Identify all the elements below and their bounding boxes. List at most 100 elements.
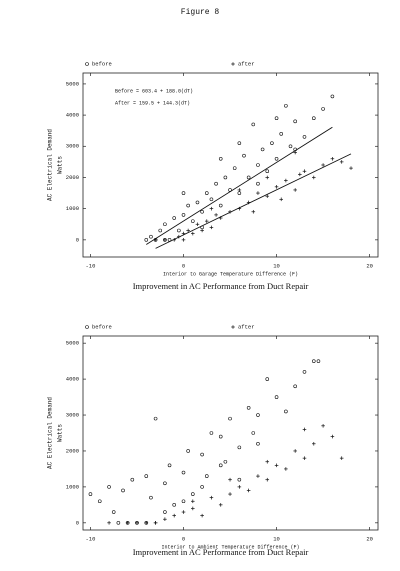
- point-after: [256, 474, 260, 478]
- point-after: [330, 434, 335, 439]
- point-after: [311, 441, 316, 446]
- point-before: [200, 209, 204, 214]
- point-before: [186, 203, 190, 208]
- point-before: [293, 119, 297, 124]
- x-tick-label: 0: [182, 535, 185, 542]
- point-before: [321, 107, 325, 111]
- point-after: [200, 228, 204, 233]
- point-before: [223, 175, 228, 180]
- point-before: [191, 219, 195, 223]
- point-after: [181, 238, 186, 242]
- x-tick-label: -10: [85, 262, 95, 269]
- y-tick-label: 4000: [66, 112, 79, 119]
- y-tick-label: 3000: [66, 143, 79, 150]
- point-after: [195, 222, 200, 227]
- point-after: [237, 188, 242, 192]
- point-after: [163, 517, 167, 522]
- point-before: [256, 413, 260, 417]
- point-before: [209, 197, 214, 202]
- y-tick-label: 2000: [66, 174, 79, 181]
- point-after: [191, 506, 195, 511]
- point-before: [274, 395, 279, 399]
- y-tick-label: 1000: [66, 483, 79, 490]
- point-before: [270, 141, 274, 145]
- point-after: [237, 485, 242, 489]
- point-after: [204, 219, 209, 223]
- legend-marker: [85, 325, 89, 329]
- point-after: [172, 513, 176, 518]
- y-tick-label: 3000: [66, 411, 79, 418]
- legend-label: after: [238, 323, 255, 330]
- point-before: [279, 132, 284, 136]
- y-axis-label: Watts: [57, 424, 64, 442]
- legend-marker: [85, 62, 89, 66]
- point-before: [149, 234, 153, 239]
- point-after: [265, 194, 270, 198]
- point-before: [172, 216, 176, 220]
- x-axis-label: Interior to Garage Temperature Differenc…: [163, 271, 298, 277]
- point-after: [284, 178, 288, 183]
- point-before: [293, 384, 297, 389]
- x-tick-label: 10: [273, 535, 280, 542]
- y-axis-label: Watts: [57, 156, 64, 174]
- point-after: [246, 488, 251, 493]
- point-before: [288, 144, 293, 149]
- point-before: [316, 359, 321, 363]
- y-tick-label: 4000: [66, 376, 79, 383]
- point-after: [265, 477, 270, 482]
- point-before: [274, 156, 279, 161]
- point-before: [181, 213, 186, 217]
- point-before: [111, 510, 116, 514]
- figure-label: Figure 8: [181, 8, 220, 17]
- point-before: [158, 228, 163, 233]
- x-tick-label: 20: [366, 262, 373, 269]
- point-before: [200, 485, 204, 489]
- point-before: [302, 370, 307, 374]
- point-before: [97, 499, 102, 504]
- point-before: [218, 156, 223, 161]
- fit-equation: Before = 603.4 + 188.0(dT): [115, 88, 193, 94]
- point-before: [153, 416, 158, 421]
- point-after: [107, 521, 111, 525]
- point-after: [311, 175, 316, 180]
- point-after: [349, 166, 353, 170]
- point-after: [330, 156, 335, 161]
- point-before: [186, 449, 190, 453]
- point-before: [214, 181, 218, 186]
- y-tick-label: 0: [76, 236, 79, 243]
- point-after: [302, 169, 307, 174]
- point-after: [339, 160, 344, 164]
- point-before: [163, 510, 167, 514]
- legend-label: before: [92, 323, 112, 330]
- point-before: [195, 200, 200, 205]
- point-before: [144, 474, 149, 478]
- point-before: [181, 499, 186, 504]
- x-tick-label: 20: [366, 535, 373, 542]
- point-before: [274, 116, 279, 121]
- point-before: [218, 203, 223, 208]
- plot-frame: [82, 335, 379, 531]
- point-before: [311, 116, 316, 121]
- point-after: [200, 513, 204, 518]
- x-axis-label: Interior to Ambient Temperature Differen…: [161, 544, 299, 550]
- point-after: [218, 503, 223, 507]
- point-before: [251, 122, 256, 127]
- point-after: [209, 495, 214, 500]
- y-tick-label: 1000: [66, 205, 79, 212]
- caption: Improvement in AC Performance from Duct …: [133, 547, 309, 557]
- point-after: [144, 521, 149, 525]
- point-before: [88, 492, 93, 496]
- point-before: [237, 141, 242, 145]
- point-after: [181, 510, 186, 514]
- point-before: [284, 409, 288, 414]
- point-before: [204, 474, 209, 478]
- point-after: [228, 492, 232, 496]
- y-tick-label: 0: [76, 519, 79, 526]
- point-after: [321, 424, 325, 428]
- point-before: [256, 181, 260, 186]
- point-after: [274, 185, 279, 189]
- point-after: [339, 456, 344, 460]
- x-tick-label: 0: [182, 262, 185, 269]
- point-before: [251, 431, 256, 435]
